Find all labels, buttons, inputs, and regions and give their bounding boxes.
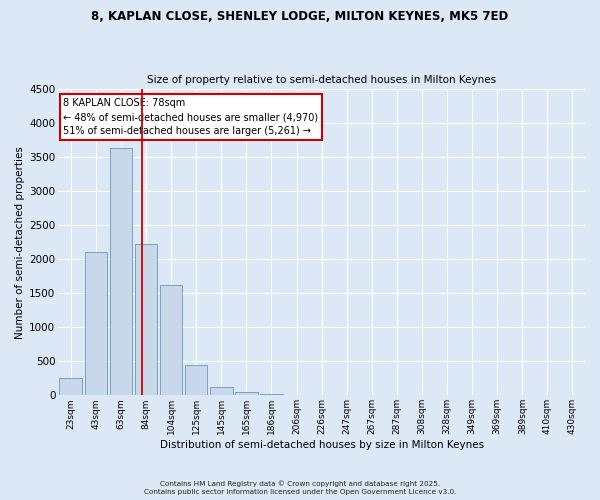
Title: Size of property relative to semi-detached houses in Milton Keynes: Size of property relative to semi-detach… <box>147 76 496 86</box>
Text: 8 KAPLAN CLOSE: 78sqm
← 48% of semi-detached houses are smaller (4,970)
51% of s: 8 KAPLAN CLOSE: 78sqm ← 48% of semi-deta… <box>64 98 319 136</box>
Text: Contains HM Land Registry data © Crown copyright and database right 2025.
Contai: Contains HM Land Registry data © Crown c… <box>144 480 456 495</box>
Bar <box>235 392 257 396</box>
Text: 8, KAPLAN CLOSE, SHENLEY LODGE, MILTON KEYNES, MK5 7ED: 8, KAPLAN CLOSE, SHENLEY LODGE, MILTON K… <box>91 10 509 23</box>
Bar <box>110 148 132 396</box>
Bar <box>160 285 182 396</box>
Bar <box>85 252 107 396</box>
X-axis label: Distribution of semi-detached houses by size in Milton Keynes: Distribution of semi-detached houses by … <box>160 440 484 450</box>
Bar <box>185 364 208 396</box>
Bar <box>260 394 283 396</box>
Y-axis label: Number of semi-detached properties: Number of semi-detached properties <box>15 146 25 338</box>
Bar <box>59 378 82 396</box>
Bar <box>210 388 233 396</box>
Bar <box>135 244 157 396</box>
